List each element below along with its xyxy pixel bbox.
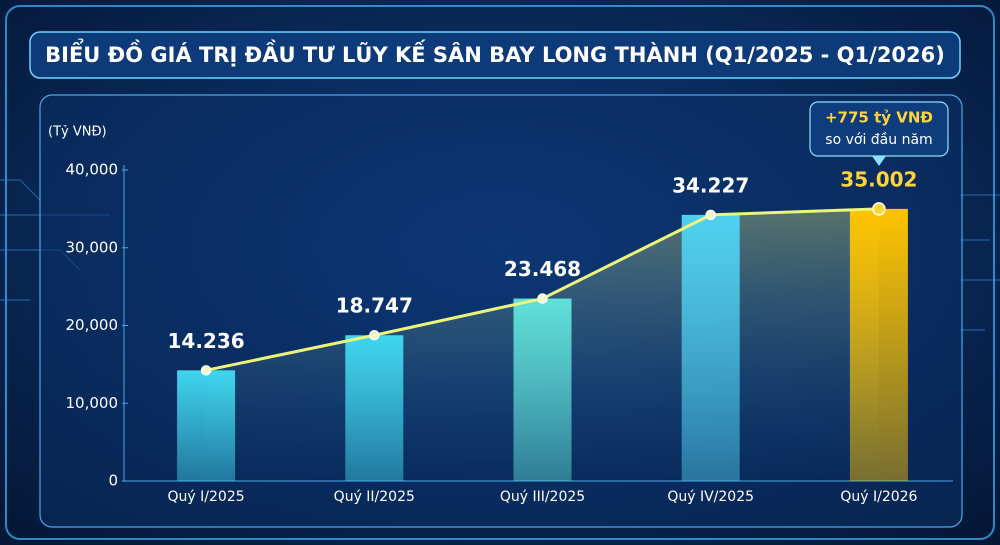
bar bbox=[681, 214, 740, 481]
x-tick-label: Quý I/2025 bbox=[168, 489, 245, 505]
x-tick-label: Quý I/2026 bbox=[840, 489, 917, 505]
y-tick-label: 30,000 bbox=[66, 238, 119, 256]
value-label: 35.002 bbox=[840, 167, 917, 191]
y-tick-label: 40,000 bbox=[66, 161, 119, 179]
bar bbox=[177, 370, 236, 481]
title-box bbox=[29, 31, 961, 79]
y-tick-label: 10,000 bbox=[66, 394, 119, 412]
y-tick-label: 0 bbox=[108, 472, 118, 490]
outer-frame bbox=[5, 5, 995, 540]
point bbox=[537, 293, 548, 304]
point bbox=[369, 329, 380, 341]
x-tick-label: Quý IV/2025 bbox=[667, 489, 754, 505]
x-tick-label: Quý II/2025 bbox=[334, 489, 415, 505]
value-label: 14.236 bbox=[168, 329, 245, 353]
chart-title: BIỂU ĐỒ GIÁ TRỊ ĐẦU TƯ LŨY KẾ SÂN BAY LO… bbox=[45, 39, 945, 67]
bar bbox=[345, 335, 404, 481]
value-label: 18.747 bbox=[336, 294, 413, 318]
y-tick-label: 20,000 bbox=[66, 316, 119, 334]
annotation: +775 tỷ VNĐ so với đầu năm bbox=[809, 101, 949, 166]
point bbox=[705, 209, 716, 221]
bar bbox=[849, 208, 908, 482]
point bbox=[872, 202, 886, 216]
x-tick-label: Quý III/2025 bbox=[500, 489, 585, 505]
annotation-pointer bbox=[872, 156, 886, 166]
point bbox=[200, 365, 212, 376]
annotation-text: +775 tỷ VNĐ bbox=[825, 109, 933, 127]
value-label: 23.468 bbox=[504, 257, 581, 281]
value-label: 34.227 bbox=[672, 173, 749, 197]
annotation-text: so với đầu năm bbox=[825, 132, 932, 148]
bar bbox=[513, 298, 572, 481]
y-axis-label: (Tỷ VNĐ) bbox=[48, 125, 107, 140]
